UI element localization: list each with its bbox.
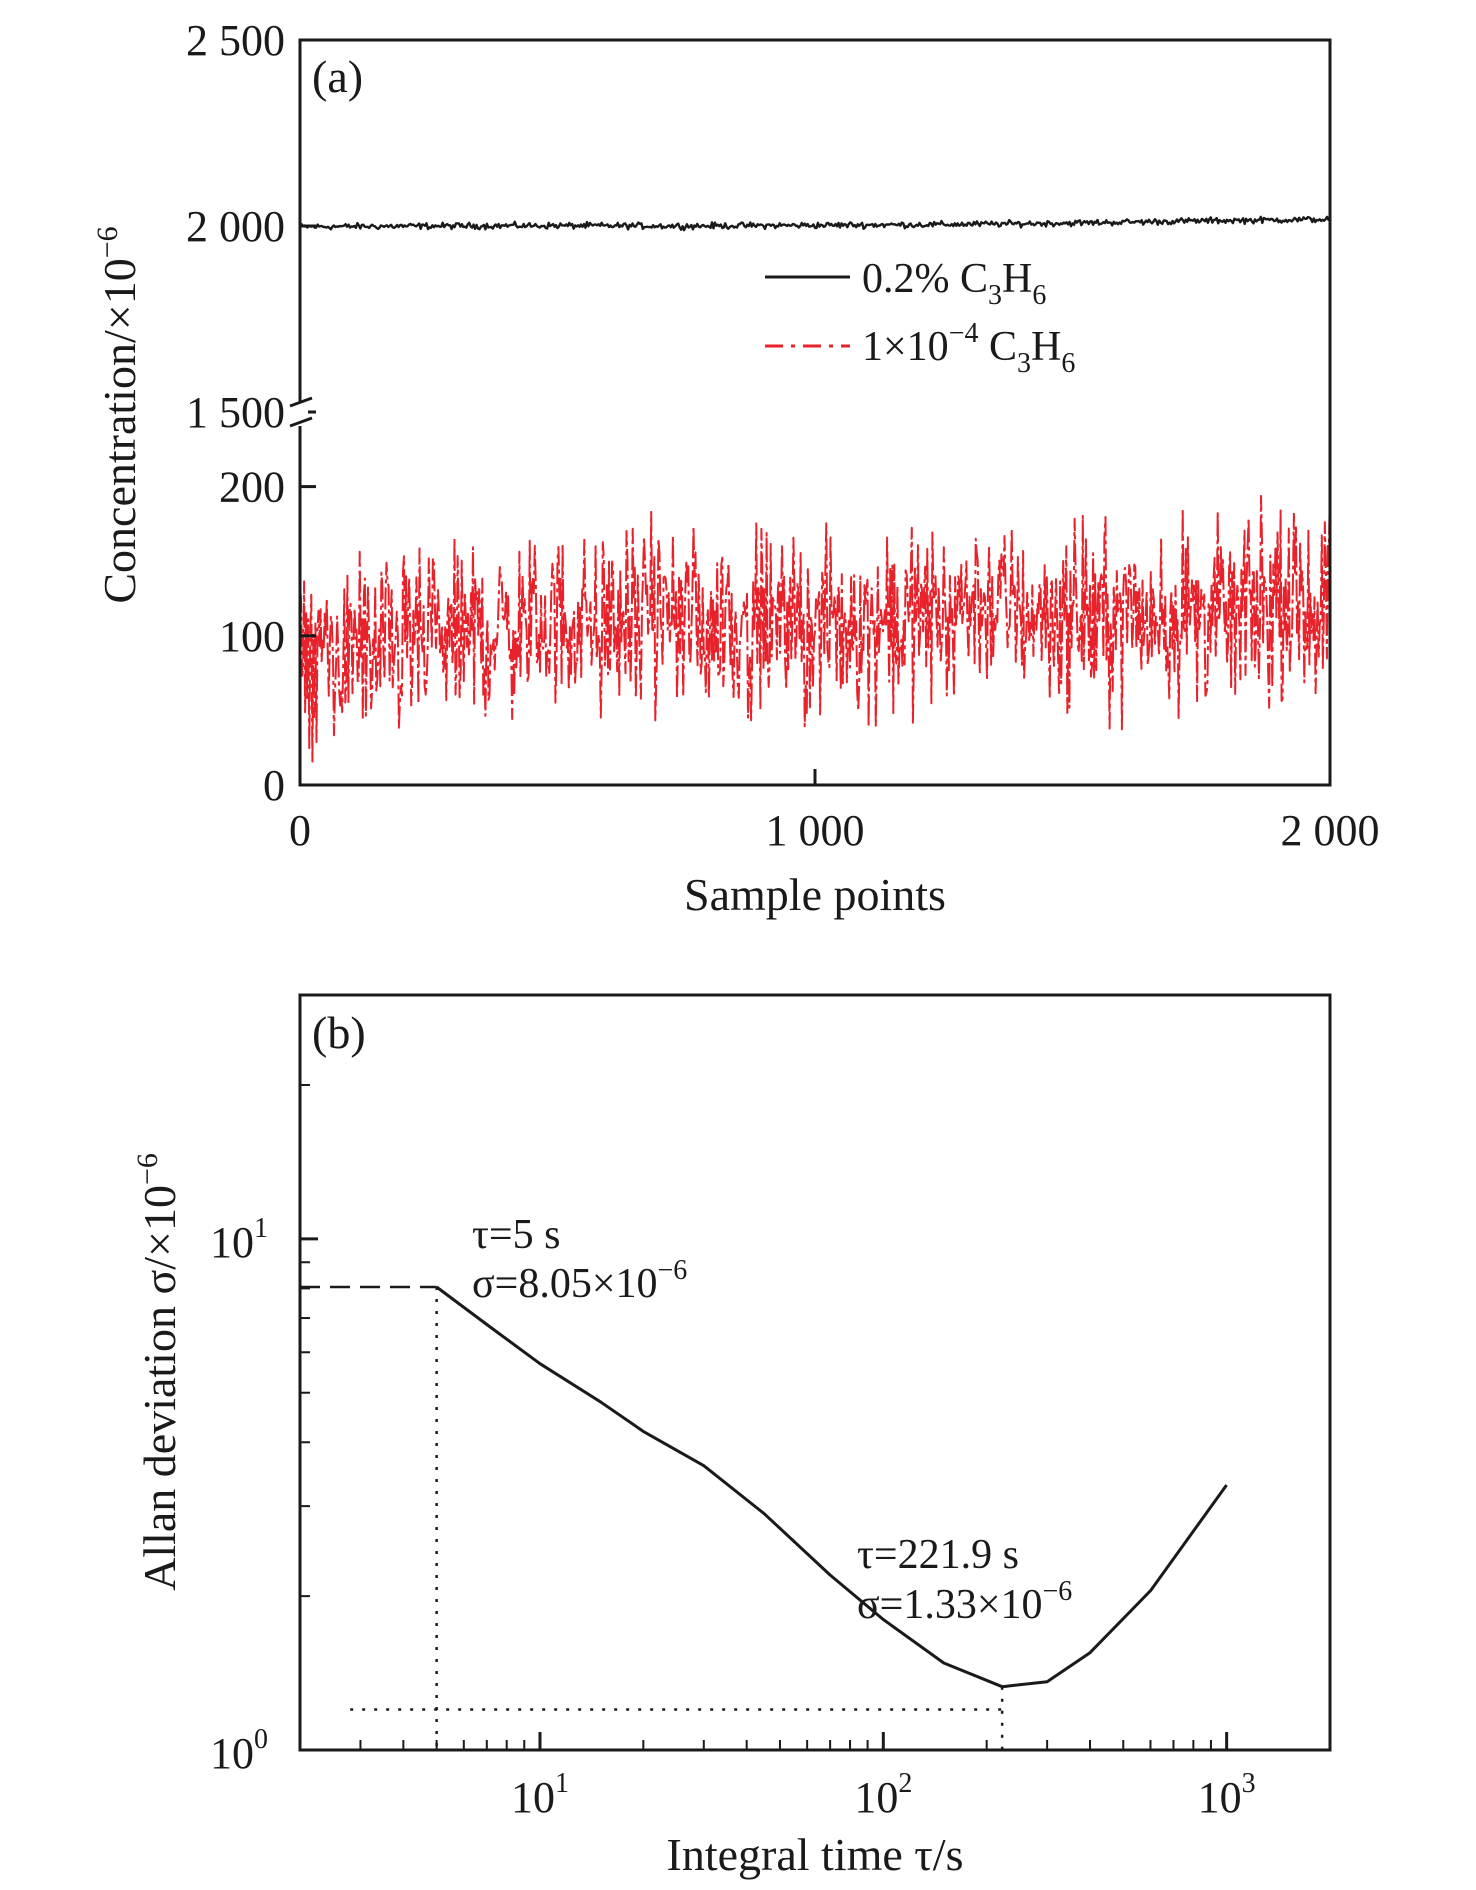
panel-a-legend: 0.2% C3H6 1×10−4 C3H6: [765, 256, 1075, 379]
panel-b-label: (b): [312, 1007, 366, 1058]
panel-a-y-tick-label: 1 500: [186, 388, 285, 437]
annotation-optimum-line1: τ=221.9 s: [857, 1532, 1019, 1578]
panel-b-x-tick-label: 102: [854, 1768, 912, 1822]
panel-a-y-tick-label: 2 000: [186, 202, 285, 251]
panel-a-label: (a): [312, 51, 363, 102]
panel-a-y-tick-label: 200: [219, 463, 285, 512]
axis-break-marks: [289, 396, 313, 428]
panel-b-y-axis-title: Allan deviation σ/×10−6: [131, 1153, 185, 1591]
annotation-min-tau-line2: σ=8.05×10−6: [472, 1255, 687, 1307]
panel-a-series-layer: [298, 215, 1331, 763]
panel-b-y-tick-label: 100: [210, 1724, 268, 1778]
panel-a-x-axis-title: Sample points: [684, 869, 946, 920]
panel-a-frame: [298, 38, 1332, 787]
panel-a-ticks: 0 1 000 2 000 0 100 200 1 500 2 000 2 500: [186, 16, 1380, 855]
annotation-optimum-line2: σ=1.33×10−6: [857, 1576, 1072, 1628]
annotation-min-tau-line1: τ=5 s: [472, 1212, 560, 1258]
panel-a-y-axis-title: Concentration/×10−6: [91, 226, 145, 603]
panel-b-ticks: 101 102 103 100 101: [210, 1084, 1256, 1822]
panel-a-y-tick-label: 100: [219, 612, 285, 661]
panel-b-x-axis-title: Integral time τ/s: [667, 1829, 964, 1880]
allan-deviation-curve: [435, 1285, 1228, 1689]
panel-b-guides: [300, 1285, 1004, 1750]
panel-b-x-tick-label: 103: [1198, 1768, 1256, 1822]
panel-a-series-black-line: [298, 215, 1331, 232]
panel-b: 101 102 103 100 101 (b) τ=5 s σ=8.05×10−6 τ=…: [131, 993, 1332, 1880]
panel-a-x-tick-label: 1 000: [766, 806, 865, 855]
panel-a-x-tick-label: 2 000: [1281, 806, 1380, 855]
legend-label-red: 1×10−4 C3H6: [862, 318, 1075, 379]
panel-b-frame: [298, 993, 1332, 1752]
panel-b-x-tick-label: 101: [511, 1768, 569, 1822]
panel-b-series-layer: [435, 1285, 1228, 1689]
panel-a: 0 1 000 2 000 0 100 200 1 500 2 000 2 500 (a) 0.…: [91, 16, 1380, 920]
panel-a-series-red-line: [299, 484, 1331, 763]
panel-a-y-tick-label: 0: [263, 761, 285, 810]
panel-b-y-tick-label: 101: [210, 1213, 268, 1267]
panel-a-y-tick-label: 2 500: [186, 16, 285, 65]
legend-label-black: 0.2% C3H6: [862, 256, 1046, 311]
panel-a-x-tick-label: 0: [289, 806, 311, 855]
